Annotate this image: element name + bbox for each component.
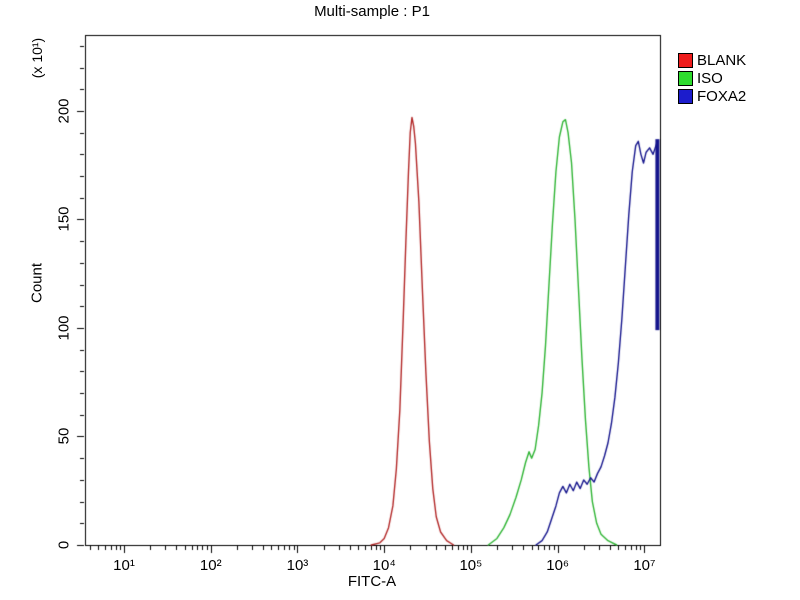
x-tick-label: 10² — [199, 557, 222, 574]
x-tick-label: 10⁴ — [372, 557, 396, 574]
x-tick-label: 10⁵ — [459, 557, 483, 574]
y-tick-label: 150 — [55, 206, 73, 232]
legend-label: ISO — [697, 70, 723, 87]
legend-swatch — [678, 89, 693, 104]
y-axis-unit-label: (x 10¹) — [29, 37, 45, 79]
legend-label: FOXA2 — [697, 88, 747, 105]
legend-item-foxa2: FOXA2 — [678, 88, 746, 105]
legend: BLANK ISO FOXA2 — [678, 52, 746, 105]
x-tick-label: 10⁶ — [546, 557, 570, 574]
y-tick-label: 200 — [55, 98, 73, 124]
y-tick-label: 0 — [55, 540, 73, 550]
x-tick-label: 10¹ — [113, 557, 135, 574]
legend-swatch — [678, 71, 693, 86]
x-tick-label: 10⁷ — [633, 557, 656, 574]
x-axis-label: FITC-A — [347, 573, 397, 590]
legend-swatch — [678, 53, 693, 68]
legend-item-blank: BLANK — [678, 52, 746, 69]
legend-item-iso: ISO — [678, 70, 746, 87]
y-axis-label: Count — [28, 262, 46, 304]
y-tick-label: 100 — [55, 315, 73, 341]
y-tick-label: 50 — [55, 428, 73, 445]
legend-label: BLANK — [697, 52, 747, 69]
chart-title: Multi-sample : P1 — [314, 3, 430, 20]
x-tick-label: 10³ — [286, 557, 309, 574]
